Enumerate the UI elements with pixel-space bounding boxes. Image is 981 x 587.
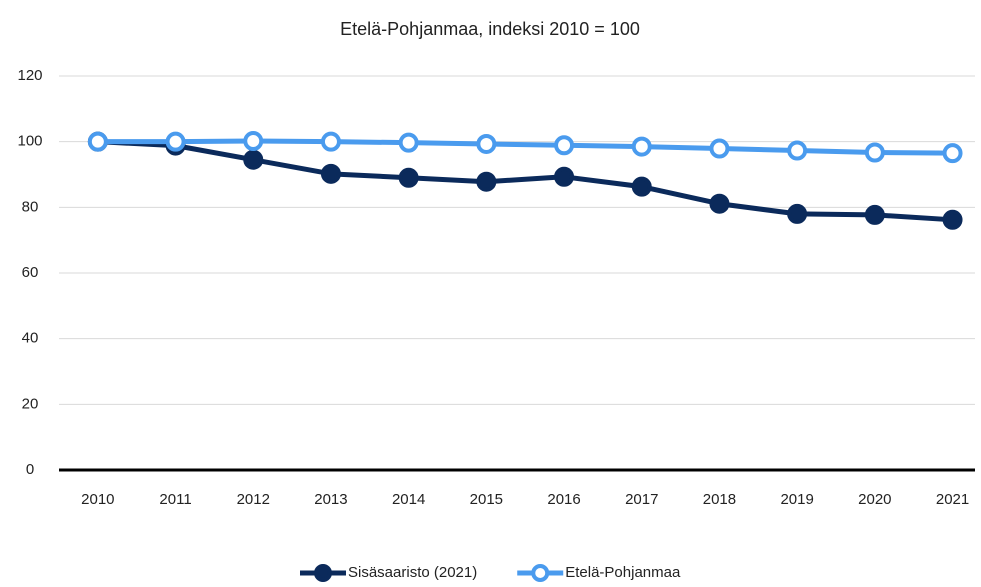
y-tick-label: 20 (22, 395, 39, 412)
marker (320, 131, 341, 152)
x-tick-label: 2021 (936, 491, 969, 508)
marker (709, 138, 730, 159)
x-tick-label: 2018 (703, 491, 736, 508)
x-tick-label: 2016 (547, 491, 580, 508)
marker (554, 166, 575, 187)
marker (320, 163, 341, 184)
marker (787, 140, 808, 161)
x-tick-label: 2019 (780, 491, 813, 508)
legend-marker (314, 564, 332, 582)
marker (476, 133, 497, 154)
x-tick-label: 2012 (237, 491, 270, 508)
legend-label: Sisäsaaristo (2021) (348, 564, 477, 581)
y-tick-label: 120 (17, 67, 42, 84)
marker (243, 131, 264, 152)
legend-label: Etelä-Pohjanmaa (565, 564, 681, 581)
x-tick-label: 2020 (858, 491, 891, 508)
marker (631, 136, 652, 157)
marker (554, 135, 575, 156)
marker (864, 142, 885, 163)
marker (165, 131, 186, 152)
marker (87, 131, 108, 152)
marker (942, 209, 963, 230)
x-tick-label: 2015 (470, 491, 503, 508)
series-line (97, 139, 953, 223)
marker (864, 204, 885, 225)
marker (709, 193, 730, 214)
x-tick-label: 2014 (392, 491, 425, 508)
y-tick-label: 60 (22, 264, 39, 281)
marker (398, 167, 419, 188)
marker (398, 132, 419, 153)
marker (787, 203, 808, 224)
x-tick-label: 2011 (159, 491, 191, 508)
x-tick-label: 2010 (81, 491, 114, 508)
y-tick-label: 0 (26, 461, 34, 478)
legend-marker (531, 564, 550, 582)
marker (476, 171, 497, 192)
marker (243, 149, 264, 170)
series-line (97, 138, 953, 156)
marker (631, 176, 652, 197)
x-tick-label: 2013 (314, 491, 347, 508)
y-tick-label: 40 (22, 330, 39, 347)
x-tick-label: 2017 (625, 491, 658, 508)
marker (942, 143, 963, 164)
y-tick-label: 80 (22, 198, 39, 215)
chart-title: Etelä-Pohjanmaa, indeksi 2010 = 100 (340, 19, 640, 39)
y-tick-label: 100 (17, 133, 42, 150)
